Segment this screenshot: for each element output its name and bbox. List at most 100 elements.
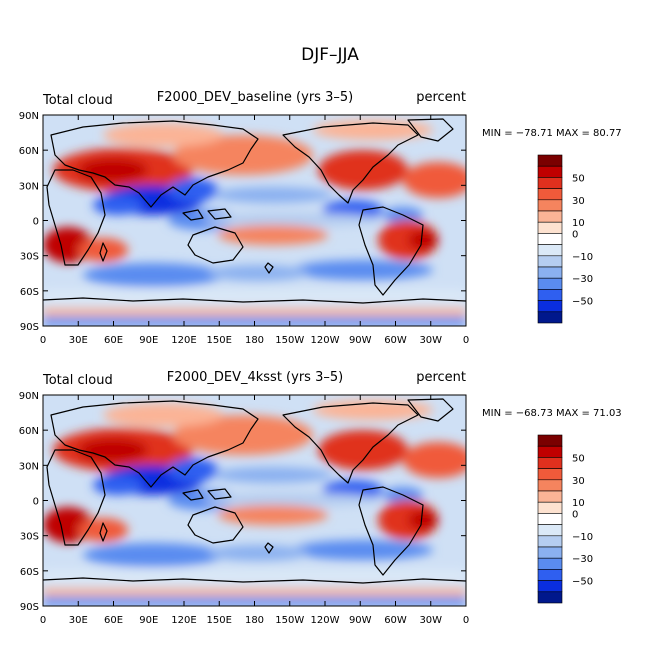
panel2-colorbar-swatch (537, 580, 563, 593)
panel2-case: F2000_DEV_4ksst (yrs 3–5) (167, 370, 343, 385)
panel1-colorbar-label: 30 (572, 196, 585, 207)
panel1-colorbar-swatch (537, 221, 563, 234)
panel1-lon-label: 60W (384, 335, 407, 346)
panel1-case: F2000_DEV_baseline (yrs 3–5) (157, 90, 353, 105)
panel1-lat-label: 90N (19, 111, 39, 122)
panel2-lon-label: 30E (69, 615, 88, 626)
panel1-colorbar-swatch (537, 188, 563, 201)
panel2-colorbar: 50 30 100 −10 −30 −50 (537, 434, 593, 604)
panel1-lon-label: 60E (104, 335, 123, 346)
panel2-lon-label: 90E (139, 615, 158, 626)
panel1-colorbar-label: −10 (572, 252, 593, 263)
panel2-lat-label: 30N (19, 461, 39, 472)
panel2-colorbar-label: −50 (572, 577, 593, 588)
panel1-colorbar-swatch (537, 300, 563, 313)
figure-title: DJF–JJA (301, 45, 359, 65)
panel1-lon-label: 0 (40, 335, 46, 346)
panel1-lon-label: 90W (349, 335, 372, 346)
panel2-colorbar-swatch (537, 434, 563, 447)
panel1-colorbar-swatch (537, 199, 563, 212)
panel2-lat-label: 90N (19, 391, 39, 402)
panel1-lon-label: 150E (207, 335, 232, 346)
panel2-lat-label: 60S (20, 567, 39, 578)
panel2-colorbar-swatch (537, 468, 563, 481)
panel1-map (43, 115, 473, 326)
panel1-units: percent (416, 90, 466, 105)
panel2-lon-label: 0 (463, 615, 469, 626)
panel2-colorbar-swatch (537, 513, 563, 525)
panel1-colorbar-swatch (537, 210, 563, 223)
panel2-lon-label: 180 (245, 615, 264, 626)
panel1-lat-label: 90S (20, 322, 39, 333)
panel2-lon-label: 60W (384, 615, 407, 626)
panel1-colorbar-swatch (537, 233, 563, 245)
panel1-lon-label: 120W (311, 335, 340, 346)
panel1-colorbar-label: 0 (572, 229, 578, 240)
panel2-lon-label: 60E (104, 615, 123, 626)
panel1-colorbar-swatch (537, 255, 563, 268)
panel1-colorbar-label: 10 (572, 218, 585, 229)
panel1-colorbar-swatch (537, 266, 563, 279)
panel1-colorbar-label: −30 (572, 274, 593, 285)
panel1-lon-label: 180 (245, 335, 264, 346)
panel2-lon-label: 30W (419, 615, 442, 626)
panel1-lon-label: 30E (69, 335, 88, 346)
panel2-colorbar-label: 30 (572, 476, 585, 487)
panel1-colorbar-label: −50 (572, 297, 593, 308)
panel2-lon-label: 120W (311, 615, 340, 626)
panel2-units: percent (416, 370, 466, 385)
panel1-variable: Total cloud (42, 93, 113, 108)
panel2-colorbar-swatch (537, 524, 563, 537)
panel2-colorbar-label: −30 (572, 554, 593, 565)
panel1-colorbar: 50 30 100 −10 −30 −50 (537, 154, 593, 324)
panel1-lon-label: 0 (463, 335, 469, 346)
panel2-minmax: MIN = −68.73 MAX = 71.03 (482, 408, 622, 419)
panel2-colorbar-swatch (537, 569, 563, 581)
panel2-colorbar-swatch (537, 591, 563, 604)
panel2-colorbar-label: 0 (572, 509, 578, 520)
panel1-colorbar-swatch (537, 289, 563, 301)
panel1-colorbar-label: 50 (572, 173, 585, 184)
panel-4ksst: Total cloud F2000_DEV_4ksst (yrs 3–5) pe… (19, 370, 622, 626)
panel1-lon-label: 30W (419, 335, 442, 346)
panel2-lon-label: 90W (349, 615, 372, 626)
panel2-lon-label: 150W (275, 615, 304, 626)
panel-baseline: Total cloud F2000_DEV_baseline (yrs 3–5)… (19, 90, 622, 346)
panel1-colorbar-swatch (537, 277, 563, 290)
panel2-colorbar-swatch (537, 457, 563, 469)
panel2-lon-label: 120E (171, 615, 196, 626)
panel1-colorbar-swatch (537, 154, 563, 167)
panel1-lat-label: 60S (20, 287, 39, 298)
panel1-lat-label: 60N (19, 146, 39, 157)
panel1-lat-label: 30S (20, 252, 39, 263)
panel2-colorbar-swatch (537, 535, 563, 548)
panel2-colorbar-swatch (537, 501, 563, 514)
panel1-minmax: MIN = −78.71 MAX = 80.77 (482, 128, 622, 139)
panel2-lon-label: 0 (40, 615, 46, 626)
panel1-colorbar-swatch (537, 244, 563, 257)
panel2-colorbar-swatch (537, 490, 563, 503)
panel2-colorbar-label: 50 (572, 453, 585, 464)
panel2-colorbar-label: 10 (572, 498, 585, 509)
panel2-lon-label: 150E (207, 615, 232, 626)
panel2-lat-label: 30S (20, 532, 39, 543)
panel1-lon-label: 90E (139, 335, 158, 346)
panel2-colorbar-label: −10 (572, 532, 593, 543)
panel2-colorbar-swatch (537, 546, 563, 559)
panel1-lat-label: 30N (19, 181, 39, 192)
panel1-lon-label: 120E (171, 335, 196, 346)
panel1-lon-label: 150W (275, 335, 304, 346)
panel1-colorbar-swatch (537, 165, 563, 178)
panel2-colorbar-swatch (537, 557, 563, 570)
panel2-lat-label: 90S (20, 602, 39, 613)
panel1-colorbar-swatch (537, 177, 563, 189)
panel2-colorbar-swatch (537, 445, 563, 458)
panel1-colorbar-swatch (537, 311, 563, 324)
panel2-lat-label: 0 (33, 497, 39, 508)
panel1-lat-label: 0 (33, 217, 39, 228)
panel2-map (43, 395, 473, 606)
panel2-lat-label: 60N (19, 426, 39, 437)
